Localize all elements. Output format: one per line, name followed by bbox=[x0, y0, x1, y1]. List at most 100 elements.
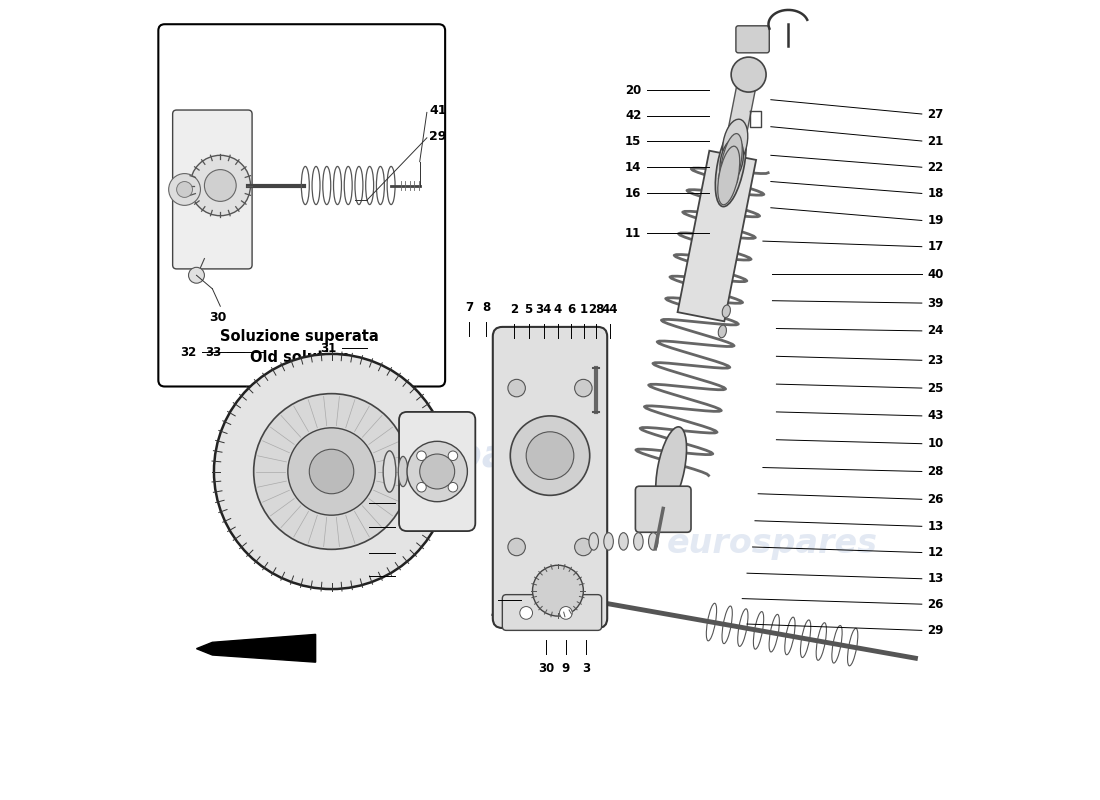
Text: 21: 21 bbox=[927, 134, 944, 147]
Text: 45: 45 bbox=[491, 608, 507, 621]
Text: 24: 24 bbox=[927, 324, 944, 338]
Text: 16: 16 bbox=[625, 187, 641, 200]
Ellipse shape bbox=[649, 533, 658, 550]
Ellipse shape bbox=[718, 325, 726, 338]
Ellipse shape bbox=[588, 533, 598, 550]
Text: 36: 36 bbox=[346, 497, 363, 510]
Text: 3: 3 bbox=[582, 662, 590, 675]
Circle shape bbox=[560, 606, 572, 619]
Text: 40: 40 bbox=[927, 268, 944, 281]
Circle shape bbox=[205, 170, 236, 202]
Text: 28: 28 bbox=[587, 302, 604, 316]
Text: 9: 9 bbox=[562, 662, 570, 675]
Ellipse shape bbox=[398, 457, 408, 486]
Polygon shape bbox=[197, 634, 316, 662]
Circle shape bbox=[448, 451, 458, 461]
Circle shape bbox=[309, 450, 354, 494]
Ellipse shape bbox=[718, 146, 739, 205]
Text: 19: 19 bbox=[927, 214, 944, 227]
Ellipse shape bbox=[383, 451, 396, 492]
Circle shape bbox=[254, 394, 409, 550]
Text: 13: 13 bbox=[927, 520, 944, 533]
Circle shape bbox=[520, 606, 532, 619]
Circle shape bbox=[190, 155, 251, 216]
Ellipse shape bbox=[723, 119, 748, 166]
Text: 22: 22 bbox=[927, 161, 944, 174]
Text: 29: 29 bbox=[429, 130, 447, 142]
Text: 37: 37 bbox=[348, 570, 363, 583]
Text: 12: 12 bbox=[927, 546, 944, 559]
Ellipse shape bbox=[634, 533, 643, 550]
Polygon shape bbox=[718, 78, 757, 182]
Text: 4: 4 bbox=[553, 302, 562, 316]
Text: 23: 23 bbox=[927, 354, 944, 366]
Circle shape bbox=[574, 379, 592, 397]
Text: 34: 34 bbox=[536, 302, 552, 316]
Circle shape bbox=[508, 538, 526, 556]
Text: 8: 8 bbox=[482, 301, 491, 314]
Text: 30: 30 bbox=[538, 662, 554, 675]
Text: 25: 25 bbox=[927, 382, 944, 394]
FancyBboxPatch shape bbox=[736, 26, 769, 53]
Text: 11: 11 bbox=[625, 226, 641, 240]
Text: 26: 26 bbox=[927, 598, 944, 610]
Text: 29: 29 bbox=[927, 624, 944, 637]
Text: 38: 38 bbox=[346, 546, 363, 559]
Ellipse shape bbox=[715, 124, 746, 206]
Text: 15: 15 bbox=[625, 134, 641, 147]
Ellipse shape bbox=[618, 533, 628, 550]
Text: 32: 32 bbox=[180, 346, 197, 359]
FancyBboxPatch shape bbox=[636, 486, 691, 532]
Text: Soluzione superata: Soluzione superata bbox=[220, 329, 380, 344]
Text: 33: 33 bbox=[206, 346, 222, 359]
Text: 42: 42 bbox=[625, 109, 641, 122]
Text: 17: 17 bbox=[927, 240, 944, 253]
Circle shape bbox=[448, 482, 458, 492]
Text: 20: 20 bbox=[625, 84, 641, 97]
Ellipse shape bbox=[604, 533, 614, 550]
FancyBboxPatch shape bbox=[493, 327, 607, 628]
Circle shape bbox=[188, 267, 205, 283]
Text: 41: 41 bbox=[429, 103, 447, 117]
Circle shape bbox=[288, 428, 375, 515]
Ellipse shape bbox=[723, 305, 730, 318]
Circle shape bbox=[417, 482, 426, 492]
Ellipse shape bbox=[720, 138, 744, 182]
Text: 18: 18 bbox=[927, 187, 944, 200]
Circle shape bbox=[732, 57, 766, 92]
Polygon shape bbox=[678, 150, 756, 322]
Text: 43: 43 bbox=[927, 410, 944, 422]
Text: 27: 27 bbox=[927, 107, 944, 121]
Circle shape bbox=[417, 451, 426, 461]
Text: 31: 31 bbox=[320, 342, 337, 355]
Ellipse shape bbox=[656, 427, 686, 510]
Circle shape bbox=[526, 432, 574, 479]
Circle shape bbox=[532, 566, 583, 616]
Ellipse shape bbox=[720, 134, 742, 192]
Text: 39: 39 bbox=[927, 297, 944, 310]
Text: eurospares: eurospares bbox=[332, 437, 578, 474]
Text: 14: 14 bbox=[625, 161, 641, 174]
Text: Old solution: Old solution bbox=[250, 350, 350, 366]
Circle shape bbox=[420, 454, 454, 489]
Circle shape bbox=[574, 538, 592, 556]
Text: 44: 44 bbox=[602, 302, 618, 316]
Circle shape bbox=[407, 442, 468, 502]
FancyBboxPatch shape bbox=[503, 594, 602, 630]
Text: 35: 35 bbox=[346, 521, 363, 534]
Circle shape bbox=[508, 379, 526, 397]
Text: 26: 26 bbox=[927, 493, 944, 506]
Text: 1: 1 bbox=[580, 302, 588, 316]
Text: 2: 2 bbox=[510, 302, 518, 316]
Text: 13: 13 bbox=[927, 572, 944, 586]
Text: 7: 7 bbox=[465, 301, 473, 314]
Text: eurospares: eurospares bbox=[667, 526, 878, 559]
Circle shape bbox=[168, 174, 200, 206]
Circle shape bbox=[510, 416, 590, 495]
FancyBboxPatch shape bbox=[158, 24, 446, 386]
Text: 28: 28 bbox=[927, 465, 944, 478]
Circle shape bbox=[177, 182, 192, 198]
FancyBboxPatch shape bbox=[399, 412, 475, 531]
Text: 6: 6 bbox=[568, 302, 575, 316]
Text: 10: 10 bbox=[927, 437, 944, 450]
